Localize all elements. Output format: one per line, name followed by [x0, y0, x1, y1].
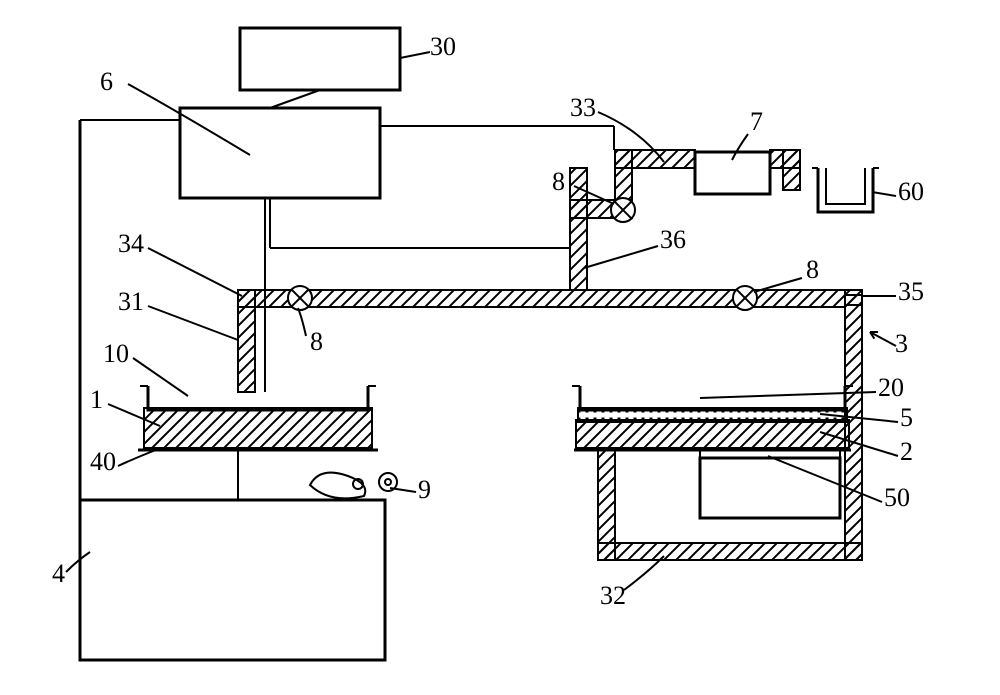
label-l4: 4 — [52, 559, 65, 588]
label-l33: 33 — [570, 93, 596, 122]
label-l36: 36 — [660, 225, 686, 254]
label-l9: 9 — [418, 475, 431, 504]
label-l50: 50 — [884, 483, 910, 512]
label-l7: 7 — [750, 107, 763, 136]
label-l35: 35 — [898, 277, 924, 306]
label-l3: 3 — [895, 329, 908, 358]
label-l8_top: 8 — [552, 167, 565, 196]
label-l40: 40 — [90, 447, 116, 476]
label-l20: 20 — [878, 373, 904, 402]
label-l30: 30 — [430, 32, 456, 61]
label-l5: 5 — [900, 403, 913, 432]
label-l32: 32 — [600, 581, 626, 610]
label-l2: 2 — [900, 437, 913, 466]
label-l60: 60 — [898, 177, 924, 206]
label-l31: 31 — [118, 287, 144, 316]
diagram-canvas: 30 6 33 7 8 60 34 36 8 35 31 8 3 10 20 1 5 40 2 9 50 32 4 — [0, 0, 1000, 695]
label-l34: 34 — [118, 229, 144, 258]
label-l10: 10 — [103, 339, 129, 368]
label-l8_left: 8 — [310, 327, 323, 356]
label-l6: 6 — [100, 67, 113, 96]
label-l8_right: 8 — [806, 255, 819, 284]
label-l1: 1 — [90, 385, 103, 414]
